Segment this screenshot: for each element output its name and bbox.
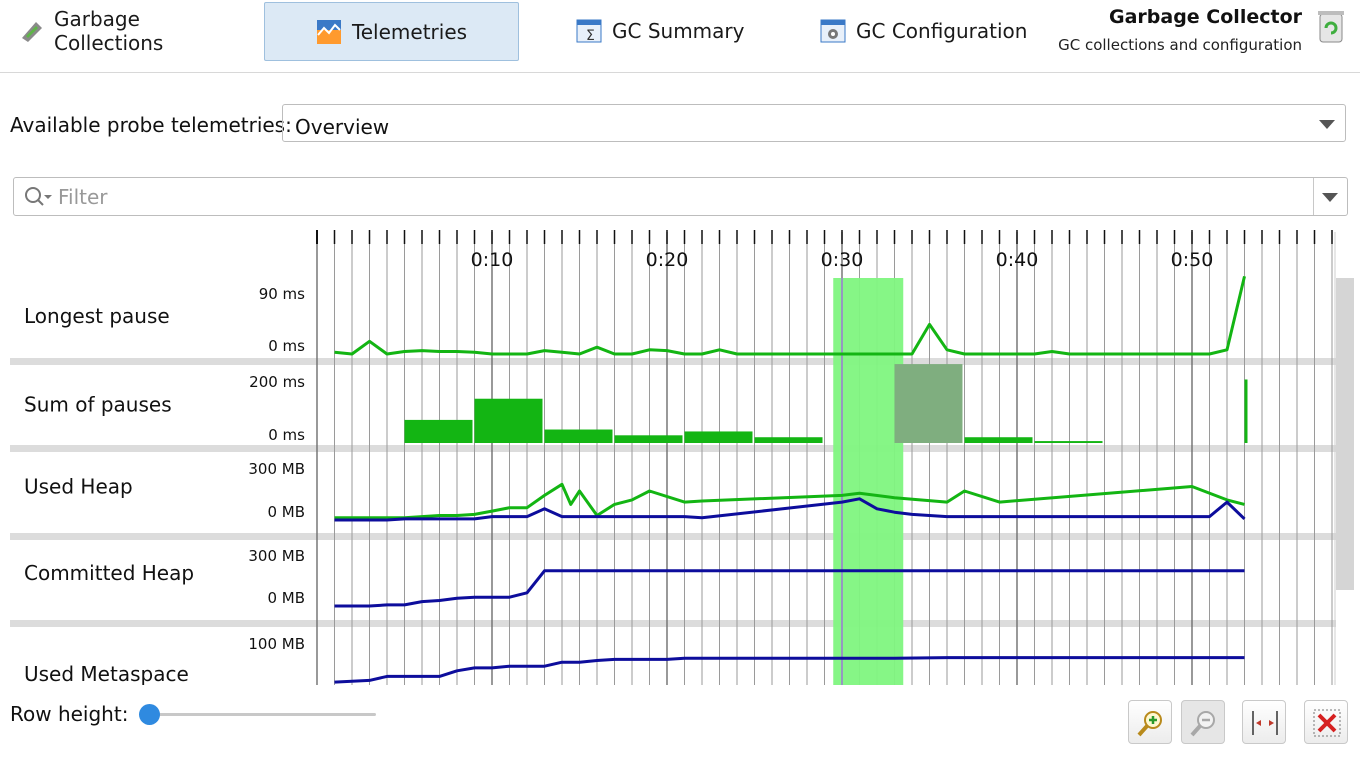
sum-of-pauses-bar: [1034, 441, 1103, 443]
used-heap-line: [334, 482, 1245, 520]
row-label: Used Heap: [24, 475, 133, 499]
close-icon: [1312, 708, 1342, 742]
time-tick-label: 0:40: [996, 249, 1039, 271]
tab-label: GC Configuration: [856, 18, 1028, 43]
fit-width-icon: [1250, 708, 1280, 742]
vertical-scrollbar: [1336, 278, 1354, 590]
tab-label: Garbage Collections: [54, 6, 164, 55]
sum-of-pauses-bar: [404, 419, 473, 443]
sum-of-pauses-bar: [544, 429, 613, 443]
row-min-label: 0 ms: [268, 426, 305, 444]
row-separator: [10, 620, 1336, 627]
row-height-slider[interactable]: [148, 713, 376, 716]
tab-label: Telemetries: [351, 19, 468, 44]
sum-of-pauses-bar: [684, 431, 753, 443]
row-max-label: 300 MB: [248, 547, 305, 565]
tab-bar: Garbage Collections Telemetries Σ GC Sum…: [0, 0, 1360, 73]
probe-telemetries-select[interactable]: Overview: [282, 104, 1346, 142]
row-separator: [10, 445, 1336, 452]
row-min-label: 0 MB: [267, 503, 305, 521]
search-icon: [24, 186, 54, 212]
header-title: Garbage Collector: [1109, 6, 1302, 28]
header-brand: Garbage Collector GC collections and con…: [1058, 6, 1302, 54]
close-button[interactable]: [1304, 700, 1348, 744]
row-separator: [10, 533, 1336, 540]
probe-selected-value: Overview: [295, 115, 390, 139]
zoom-out-icon: [1189, 708, 1219, 742]
row-max-label: 100 MB: [248, 635, 305, 653]
filter-placeholder: Filter: [58, 185, 108, 209]
sum-of-pauses-bar: [754, 437, 823, 443]
recycle-bin-icon: [1316, 8, 1346, 44]
tab-gc-configuration[interactable]: GC Configuration: [820, 2, 1030, 59]
tab-garbage-collections[interactable]: Garbage Collections: [18, 2, 248, 59]
tab-label: GC Summary: [612, 18, 745, 43]
row-max-label: 200 ms: [249, 373, 305, 391]
committed-heap-line: [334, 569, 1245, 608]
time-tick-label: 0:50: [1171, 249, 1214, 271]
zoom-out-button[interactable]: [1181, 700, 1225, 744]
sum-of-pauses-bar: [474, 398, 543, 443]
sum-of-pauses-bar: [894, 364, 963, 443]
longest-pause-line: [334, 275, 1246, 356]
time-tick-label: 0:20: [646, 249, 689, 271]
svg-text:Σ: Σ: [586, 28, 595, 44]
fit-button[interactable]: [1242, 700, 1286, 744]
gc-summary-icon: Σ: [576, 18, 602, 44]
row-label: Committed Heap: [24, 561, 194, 585]
row-min-label: 0 MB: [267, 589, 305, 607]
row-separator: [10, 358, 1336, 365]
row-max-label: 300 MB: [248, 460, 305, 478]
tab-gc-summary[interactable]: Σ GC Summary: [576, 2, 766, 59]
telemetry-chart[interactable]: 0:10 0:20 0:30 0:40 0:50 Longest pause 90 ms 0 …: [0, 228, 1360, 685]
row-height-label: Row height:: [10, 702, 129, 726]
row-max-label: 90 ms: [259, 285, 305, 303]
used-metaspace-line: [334, 656, 1245, 684]
header-subtitle: GC collections and configuration: [1058, 36, 1302, 54]
used-heap-navy-line: [334, 497, 1246, 522]
row-label: Sum of pauses: [24, 393, 172, 417]
telemetries-icon: [316, 19, 342, 45]
sum-of-pauses-bar: [1244, 379, 1248, 443]
time-tick-label: 0:30: [821, 249, 864, 271]
filter-input[interactable]: Filter: [13, 177, 1348, 216]
zoom-in-icon: [1136, 708, 1166, 742]
gc-configuration-icon: [820, 18, 846, 44]
row-label: Longest pause: [24, 304, 170, 328]
row-height-slider-thumb[interactable]: [139, 704, 161, 725]
zoom-in-button[interactable]: [1128, 700, 1172, 744]
probe-telemetries-label: Available probe telemetries:: [10, 113, 292, 137]
filter-dropdown-icon[interactable]: [1322, 193, 1338, 202]
filter-divider: [1313, 178, 1314, 215]
garbage-collections-icon: [18, 18, 44, 44]
chevron-down-icon: [1319, 120, 1335, 129]
sum-of-pauses-bar: [964, 437, 1033, 443]
tab-telemetries[interactable]: Telemetries: [264, 2, 519, 61]
row-min-label: 0 ms: [268, 337, 305, 355]
time-tick-label: 0:10: [471, 249, 514, 271]
row-label: Used Metaspace: [24, 662, 189, 685]
selection-band: [833, 278, 904, 685]
sum-of-pauses-bar: [614, 435, 683, 443]
